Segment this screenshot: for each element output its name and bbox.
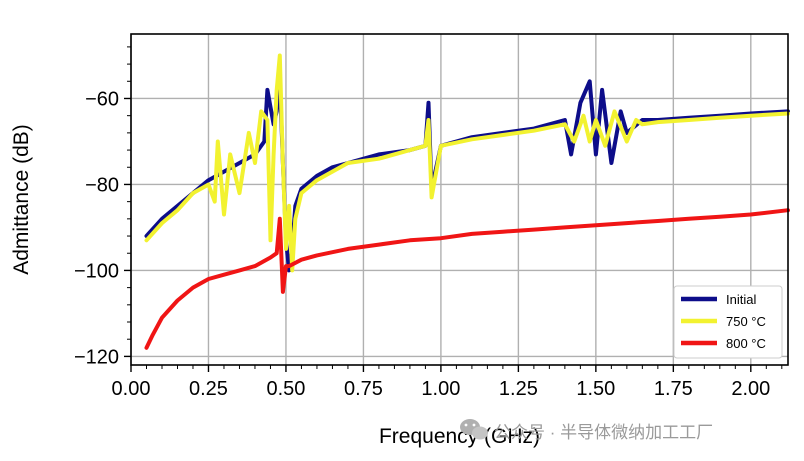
y-tick-label: −60 [85,88,119,110]
x-tick-label: 0.50 [266,378,305,400]
x-tick-label: 0.00 [112,378,151,400]
x-tick-label: 2.00 [731,378,770,400]
legend-label: Initial [726,292,756,307]
x-tick-label: 1.00 [421,378,460,400]
watermark-text: 公众号 · 半导体微纳加工工厂 [494,423,713,442]
x-tick-label: 1.75 [654,378,693,400]
plot-frame [130,33,789,366]
y-tick-label: −120 [74,346,119,368]
wechat-icon [460,419,488,440]
legend-box [673,285,783,359]
y-tick-labels: −120 −100 −80 −60 [74,88,119,368]
y-axis-title: Admittance (dB) [10,124,33,275]
series-line-1 [144,75,790,273]
legend-label: 800 °C [726,336,766,351]
series-line-2 [144,53,790,273]
x-tick-label: 1.50 [576,378,615,400]
y-tick-label: −80 [85,174,119,196]
x-tick-label: 1.25 [499,378,538,400]
x-axis-title: Frequency (GHz) [379,425,540,448]
x-tick-label: 0.25 [189,378,228,400]
series-line-3 [144,208,790,350]
x-tick-label: 0.75 [344,378,383,400]
legend-label: 750 °C [726,314,766,329]
x-tick-labels: 0.00 0.25 0.50 0.75 1.00 1.25 1.50 1.75 2.00 [112,378,771,400]
plot-series [144,53,790,350]
legend: Initial 750 °C 800 °C [673,285,783,359]
y-tick-label: −100 [74,260,119,282]
watermark: 公众号 · 半导体微纳加工工厂 [460,419,713,442]
axis-ticks [124,46,783,372]
